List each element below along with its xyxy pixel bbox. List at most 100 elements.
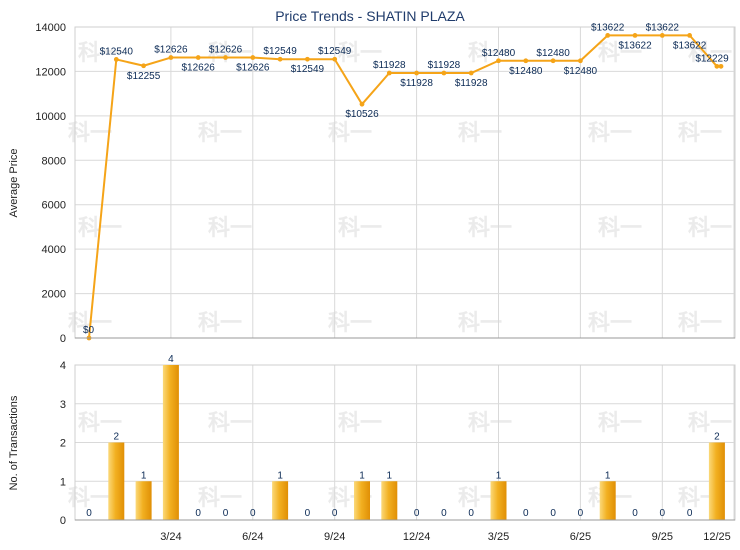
watermark-text: 科一 <box>208 41 252 66</box>
price-y-tick-label: 2000 <box>42 289 66 301</box>
price-point <box>113 57 119 62</box>
transaction-bar <box>135 481 152 520</box>
price-point <box>468 70 474 76</box>
transaction-data-label: 1 <box>141 470 147 481</box>
transactions-bars <box>108 365 725 520</box>
watermark-text: 科一 <box>678 121 722 146</box>
price-y-tick-label: 12000 <box>35 66 66 78</box>
x-tick-label: 3/24 <box>160 531 181 543</box>
price-line-segment <box>361 72 391 105</box>
price-point <box>718 63 724 69</box>
transaction-data-label: 0 <box>523 508 529 519</box>
price-data-label: $12255 <box>127 71 161 82</box>
price-y-tick-label: 10000 <box>35 111 66 123</box>
watermark-text: 科一 <box>598 216 642 241</box>
transaction-data-label: 0 <box>578 508 584 519</box>
watermark-text: 科一 <box>598 411 642 436</box>
x-tick-label: 9/25 <box>652 531 673 543</box>
price-data-label: $12626 <box>182 63 216 74</box>
price-point <box>687 32 692 38</box>
price-point <box>578 58 583 64</box>
watermark-text: 科一 <box>588 311 632 336</box>
transaction-data-label: 1 <box>496 470 502 481</box>
price-data-label: $11928 <box>455 78 488 89</box>
price-data-label: $12480 <box>509 66 543 77</box>
transaction-data-label: 1 <box>387 470 393 481</box>
price-point <box>359 101 365 107</box>
watermark-text: 科一 <box>598 41 642 66</box>
transaction-data-label: 0 <box>660 508 666 519</box>
price-y-tick-label: 4000 <box>42 244 66 256</box>
transaction-data-label: 0 <box>414 508 420 519</box>
price-data-label: $12480 <box>564 66 598 77</box>
transaction-data-label: 0 <box>250 508 256 519</box>
transactions-y-tick-label: 4 <box>60 360 66 372</box>
price-line-segment <box>470 59 499 74</box>
price-line-segment <box>333 58 363 105</box>
transaction-data-label: 0 <box>305 508 311 519</box>
price-data-label: $12549 <box>291 64 325 75</box>
transaction-data-label: 1 <box>277 470 283 481</box>
price-data-label: $12626 <box>209 45 243 56</box>
transaction-bar <box>490 481 507 520</box>
price-y-tick-label: 14000 <box>35 22 66 34</box>
transaction-data-label: 0 <box>468 508 474 519</box>
watermark-text: 科一 <box>588 121 632 146</box>
watermark-text: 科一 <box>78 411 122 436</box>
watermark-text: 科一 <box>458 121 502 146</box>
x-tick-label: 6/25 <box>570 531 591 543</box>
price-point <box>141 63 147 69</box>
transaction-data-label: 0 <box>223 508 229 519</box>
price-point <box>195 55 201 60</box>
watermark-text: 科一 <box>468 216 512 241</box>
transactions-axis-label: No. of Transactions <box>8 395 20 490</box>
x-tick-label: 12/25 <box>703 531 731 543</box>
x-tick-label: 3/25 <box>488 531 509 543</box>
shared-x-ticks: 3/24 6/24 9/24 12/24 3/25 6/25 9/25 12/25 <box>160 531 731 543</box>
watermark-text: 科一 <box>468 411 512 436</box>
watermark-text: 科一 <box>328 121 372 146</box>
transactions-y-ticks: 0 1 2 3 4 <box>60 360 66 527</box>
price-line-segment <box>143 56 172 67</box>
price-data-label: $13622 <box>591 22 625 33</box>
watermark-text: 科一 <box>678 311 722 336</box>
watermark-text: 科一 <box>688 411 732 436</box>
transactions-y-tick-label: 1 <box>60 476 66 488</box>
watermark-text: 科一 <box>688 41 732 66</box>
watermark-text: 科一 <box>208 216 252 241</box>
price-point <box>632 32 638 38</box>
watermark-text: 科一 <box>78 41 122 66</box>
price-point <box>414 70 419 76</box>
price-data-label: $12626 <box>154 45 188 56</box>
price-point <box>659 32 665 38</box>
price-line-layer <box>86 32 724 341</box>
transaction-data-label: 0 <box>687 508 693 519</box>
watermark-text: 科一 <box>458 311 502 336</box>
price-point <box>277 56 283 62</box>
transaction-bar <box>272 481 289 520</box>
watermark-text: 科一 <box>338 216 382 241</box>
price-y-tick-label: 6000 <box>42 200 66 212</box>
price-point <box>605 32 611 38</box>
transaction-data-label: 2 <box>714 432 720 443</box>
price-data-labels: $0 $12540 $12255 $12626 $12626 $12626 $12626 $1… <box>83 22 729 336</box>
price-data-label: $0 <box>83 325 95 336</box>
price-data-label: $12549 <box>263 46 297 57</box>
transactions-y-tick-label: 0 <box>60 515 66 527</box>
price-data-label: $13622 <box>618 40 652 51</box>
transaction-data-label: 0 <box>86 508 92 519</box>
transaction-bar <box>381 481 398 520</box>
price-y-tick-label: 0 <box>60 333 66 345</box>
price-point <box>223 55 228 60</box>
price-y-tick-label: 8000 <box>42 155 66 167</box>
price-y-ticks: 0 2000 4000 6000 8000 10000 12000 14000 <box>35 22 66 345</box>
transaction-data-label: 0 <box>441 508 447 519</box>
price-point <box>332 56 338 62</box>
price-data-label: $11928 <box>400 78 433 89</box>
transaction-bar <box>108 442 125 520</box>
price-point <box>305 56 310 62</box>
price-axis-label: Average Price <box>8 149 20 218</box>
transaction-data-label: 4 <box>168 354 174 365</box>
